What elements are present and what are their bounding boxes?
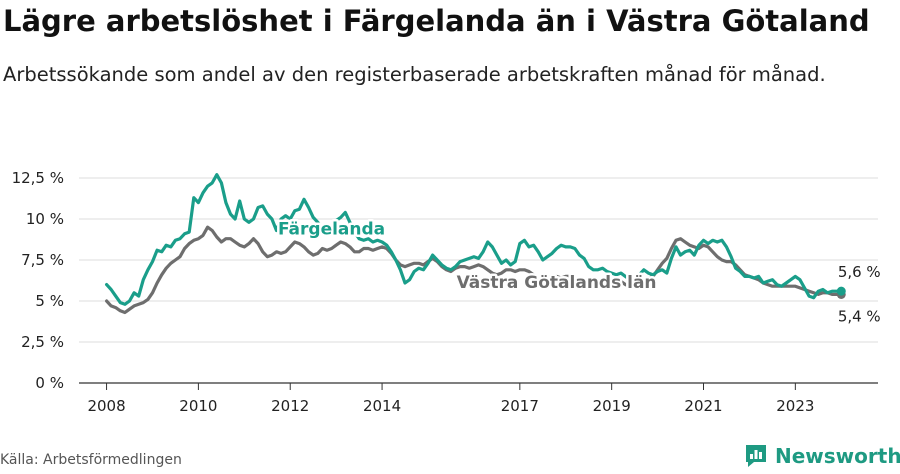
- x-tick-label: 2012: [271, 397, 309, 415]
- series-line-vastra-gotaland: [105, 225, 843, 315]
- x-tick-label: 2014: [363, 397, 401, 415]
- x-axis: 2008 2010 2012 2014 2017 2019 2021 2023: [87, 383, 814, 415]
- series-label-fargelanda: Färgelanda: [278, 220, 385, 240]
- gridlines: [79, 177, 878, 384]
- series-line-fargelanda: [105, 173, 843, 306]
- end-value-label: 5,4 %: [838, 307, 881, 325]
- y-tick-label: 12,5 %: [12, 169, 64, 187]
- y-tick-label: 2,5 %: [21, 333, 64, 351]
- x-tick-label: 2019: [593, 397, 631, 415]
- end-marker-fargelanda: [836, 286, 846, 296]
- y-tick-label: 7,5 %: [21, 251, 64, 269]
- series-lines: [105, 173, 846, 315]
- x-tick-label: 2010: [179, 397, 217, 415]
- newsworthy-logo-icon: [746, 445, 766, 467]
- brand-logo: Newsworthy: [744, 442, 900, 470]
- x-tick-label: 2017: [501, 397, 539, 415]
- y-tick-label: 0 %: [35, 374, 64, 392]
- end-value-label: 5,6 %: [838, 263, 881, 281]
- y-tick-label: 5 %: [35, 292, 64, 310]
- x-tick-label: 2021: [684, 397, 722, 415]
- brand-name: Newsworthy: [775, 444, 900, 468]
- series-label-vastra-gotaland: Västra Götalands län: [457, 273, 657, 293]
- x-tick-label: 2008: [87, 397, 125, 415]
- y-tick-label: 10 %: [26, 210, 64, 228]
- series-labels: Färgelanda Västra Götalands län 5,6 % 5,4 %: [275, 217, 882, 327]
- chart-subtitle: Arbetssökande som andel av den registerb…: [3, 63, 826, 86]
- source-note: Källa: Arbetsförmedlingen: [0, 452, 182, 468]
- x-tick-label: 2023: [776, 397, 814, 415]
- chart-title: Lägre arbetslöshet i Färgelanda än i Väs…: [3, 4, 870, 38]
- y-axis: 0 % 2,5 % 5 % 7,5 % 10 % 12,5 %: [12, 169, 64, 392]
- line-chart: 0 %2,5 %5 %7,5 %10 %12,5 % 2008 2010 2012 2…: [12, 169, 883, 415]
